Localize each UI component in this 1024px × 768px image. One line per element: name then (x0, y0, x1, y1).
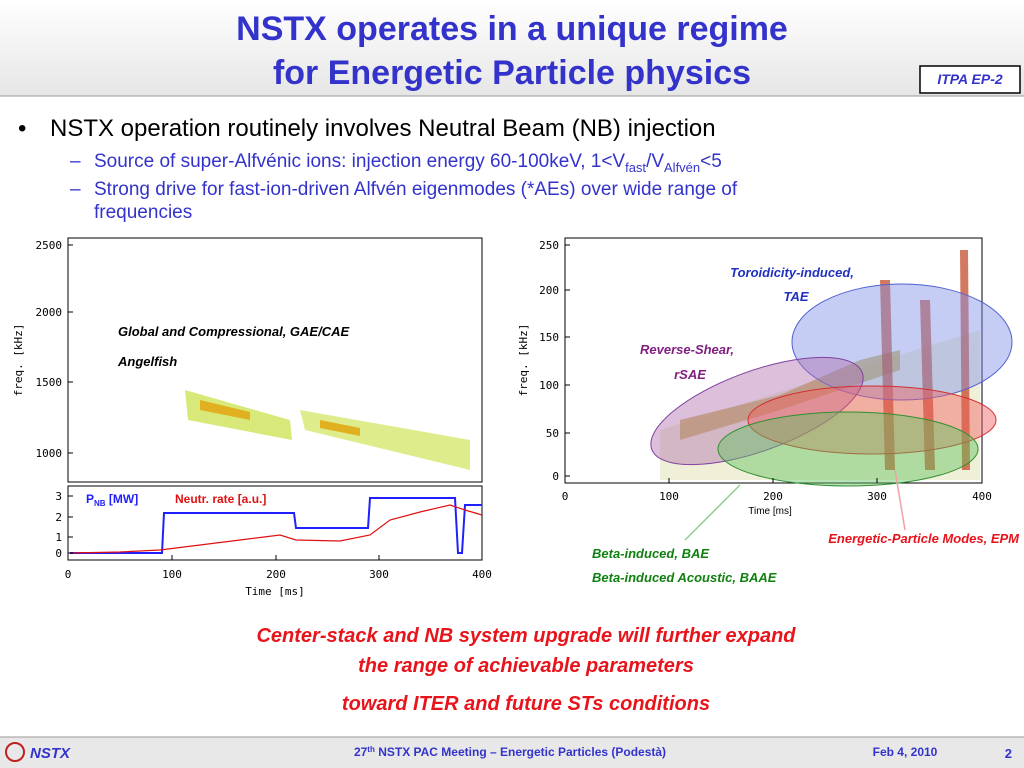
tae-region (791, 283, 1013, 401)
mode-band (960, 250, 970, 470)
annotation: Beta-induced, BAE (592, 546, 709, 561)
x-tick-label: 200 (266, 568, 286, 581)
x-axis-label: Time [ms] (748, 506, 792, 517)
annotation: Energetic-Particle Modes, EPM (828, 531, 1020, 546)
text: /V (646, 151, 664, 172)
subscript: fast (625, 160, 646, 175)
y-tick-label: 2 (55, 511, 62, 524)
title-line: for Energetic Particle physics (273, 54, 751, 92)
mode-band (680, 350, 900, 440)
y-tick-label: 0 (552, 470, 559, 483)
y-axis-label: freq. [kHz] (12, 324, 25, 397)
y-tick-label: 150 (539, 331, 559, 344)
x-tick-label: 200 (763, 490, 783, 503)
text: Source of super-Alfvénic ions: injection… (94, 151, 625, 172)
tag-box (919, 65, 1021, 94)
mode-band (880, 280, 895, 470)
y-tick-label: 250 (539, 239, 559, 252)
logo-icon (5, 742, 25, 762)
x-tick-label: 300 (369, 568, 389, 581)
left-plot: Global and Compressional, GAE/CAE Angelf… (12, 237, 483, 598)
y-axis-label: freq. [kHz] (517, 324, 530, 397)
y-tick-label: 3 (55, 490, 62, 503)
text: NSTX PAC Meeting – Energetic Particles (… (375, 745, 666, 759)
date: Feb 4, 2010 (873, 745, 938, 759)
x-axis-label: Time [ms] (245, 585, 305, 598)
x-tick-label: 100 (162, 568, 182, 581)
annotation: Toroidicity-induced, (730, 265, 854, 280)
text: P (86, 492, 94, 506)
page-number: 2 (1005, 746, 1012, 761)
text: 27 (354, 745, 368, 759)
y-tick-label: 200 (539, 284, 559, 297)
mode-band (920, 300, 935, 470)
annotation: rSAE (674, 367, 706, 382)
tag: ITPA EP-2 (937, 71, 1003, 87)
right-plot: Toroidicity-induced, TAE Reverse-Shear, … (517, 237, 1020, 585)
sub-bullet: Source of super-Alfvénic ions: injection… (94, 151, 722, 175)
x-tick-label: 0 (562, 490, 569, 503)
sub-bullet: frequencies (94, 202, 192, 223)
bullet-text: NSTX operation routinely involves Neutra… (50, 115, 716, 142)
conclusion: Center-stack and NB system upgrade will … (256, 625, 796, 647)
y-tick-label: 1500 (36, 376, 63, 389)
spectrum (185, 390, 470, 470)
epm-region (747, 385, 997, 455)
arrow (894, 469, 906, 531)
meeting: 27th NSTX PAC Meeting – Energetic Partic… (354, 745, 666, 759)
y-tick-label: 1000 (36, 447, 63, 460)
neutron-trace (69, 504, 483, 554)
dash: – (70, 151, 81, 172)
y-tick-label: 50 (546, 427, 559, 440)
conclusion: the range of achievable parameters (358, 655, 694, 677)
x-tick-label: 400 (972, 490, 992, 503)
arrow (684, 484, 741, 541)
sub-bullet: Strong drive for fast-ion-driven Alfvén … (94, 179, 738, 200)
y-tick-label: 100 (539, 379, 559, 392)
dash: – (70, 179, 81, 200)
rsae-region (650, 356, 864, 466)
pnb-trace (70, 497, 482, 554)
mode-band (320, 420, 360, 436)
spectrogram (660, 250, 980, 480)
bullet: • (18, 115, 26, 142)
footer-bg (0, 737, 1024, 768)
y-tick-label: 2000 (36, 306, 63, 319)
annotation: Beta-induced Acoustic, BAAE (592, 570, 777, 585)
annotation: Reverse-Shear, (640, 342, 734, 357)
x-tick-label: 100 (659, 490, 679, 503)
logo: NSTX (30, 745, 71, 762)
y-tick-label: 0 (55, 547, 62, 560)
text: [MW] (106, 492, 139, 506)
x-tick-label: 0 (65, 568, 72, 581)
mode-band (200, 400, 250, 420)
subscript: Alfvén (664, 160, 700, 175)
superscript: th (367, 745, 375, 754)
x-tick-label: 300 (867, 490, 887, 503)
bae-region (717, 411, 979, 487)
header-bg (0, 0, 1024, 96)
subscript: NB (94, 499, 106, 508)
annotation: TAE (783, 289, 808, 304)
y-tick-label: 1 (55, 531, 62, 544)
y-tick-label: 2500 (36, 239, 63, 252)
legend: Neutr. rate [a.u.] (175, 492, 266, 506)
annotation: Global and Compressional, GAE/CAE (118, 324, 349, 339)
title-line: NSTX operates in a unique regime (236, 10, 788, 48)
legend: PNB [MW] (86, 492, 138, 508)
x-tick-label: 400 (472, 568, 492, 581)
conclusion: toward ITER and future STs conditions (342, 693, 710, 715)
text: <5 (700, 151, 722, 172)
annotation: Angelfish (117, 354, 177, 369)
